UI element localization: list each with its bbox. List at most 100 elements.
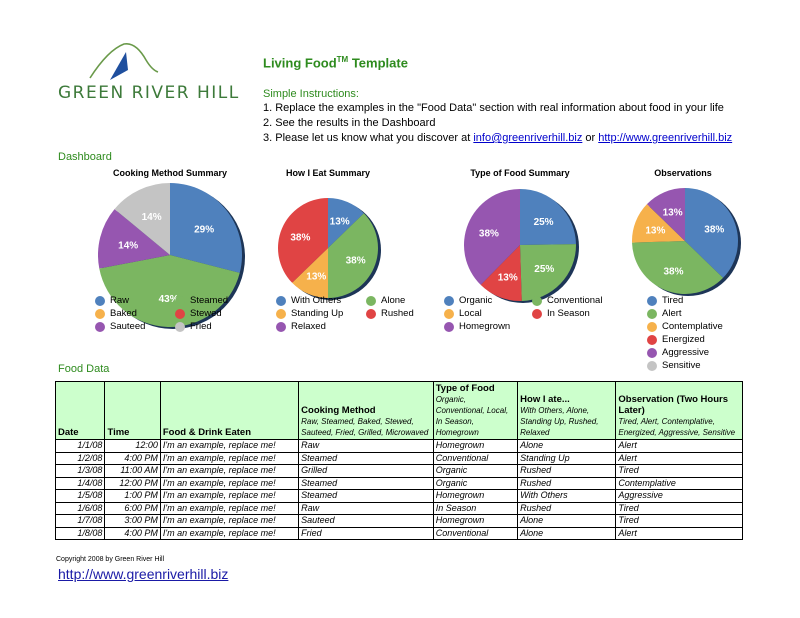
legend-label: Rushed	[381, 308, 414, 319]
slice-label: 43%	[159, 294, 179, 305]
table-cell[interactable]: I'm an example, replace me!	[159, 439, 300, 453]
logo-text: GREEN RIVER HILL	[58, 83, 240, 103]
table-cell[interactable]: Steamed	[298, 476, 434, 490]
table-cell[interactable]: Rushed	[517, 476, 617, 490]
table-cell[interactable]: I'm an example, replace me!	[159, 451, 300, 465]
legend-marker	[95, 295, 105, 306]
pie-slice-standing-up	[292, 248, 328, 298]
table-cell[interactable]: 1/6/08	[54, 501, 106, 515]
table-cell[interactable]: Alert	[615, 451, 743, 465]
table-cell[interactable]: Alert	[615, 439, 743, 453]
legend-marker	[647, 308, 657, 319]
slice-label: 38%	[664, 267, 684, 278]
slice-label: 29%	[194, 225, 214, 236]
table-cell[interactable]: 1:00 PM	[104, 489, 161, 503]
slice-label: 38%	[704, 225, 724, 236]
table-cell[interactable]: Tired	[615, 501, 743, 515]
legend-marker	[647, 360, 657, 371]
legend-item: Alone	[366, 295, 405, 306]
table-cell[interactable]: 1/1/08	[54, 439, 106, 453]
table-cell[interactable]: Raw	[298, 439, 434, 453]
table-cell[interactable]: With Others	[517, 489, 617, 503]
table-cell[interactable]: 1/2/08	[54, 451, 106, 465]
column-header: Observation (Two Hours Later) Tired, Aler…	[615, 381, 743, 440]
table-cell[interactable]: 1/4/08	[54, 476, 106, 490]
pie-slice-steamed	[99, 255, 240, 328]
table-cell[interactable]: In Season	[432, 501, 519, 515]
table-cell[interactable]: Aggressive	[615, 489, 743, 503]
table-cell[interactable]: Standing Up	[517, 451, 617, 465]
table-cell[interactable]: 1/5/08	[54, 489, 106, 503]
table-cell[interactable]: Organic	[432, 464, 519, 478]
legend-label: Conventional	[547, 295, 603, 306]
table-cell[interactable]: Homegrown	[432, 514, 519, 528]
table-cell[interactable]: I'm an example, replace me!	[159, 501, 300, 515]
table-row: 1/7/08 3:00 PM I'm an example, replace me!…	[54, 514, 743, 528]
table-cell[interactable]: I'm an example, replace me!	[159, 514, 300, 528]
legend-label: With Others	[291, 295, 342, 306]
legend-marker	[276, 321, 286, 332]
table-cell[interactable]: 12:00 PM	[104, 476, 161, 490]
table-cell[interactable]: Conventional	[432, 451, 519, 465]
slice-label: 38%	[346, 256, 366, 267]
table-cell[interactable]: Raw	[298, 501, 434, 515]
table-cell[interactable]: Tired	[615, 514, 743, 528]
table-cell[interactable]: I'm an example, replace me!	[159, 526, 300, 540]
table-cell[interactable]: I'm an example, replace me!	[159, 464, 300, 478]
website-link[interactable]: http://www.greenriverhill.biz	[598, 132, 733, 144]
table-cell[interactable]: Fried	[298, 526, 434, 540]
table-cell[interactable]: 6:00 PM	[104, 501, 161, 515]
table-cell[interactable]: 12:00	[104, 439, 161, 453]
table-cell[interactable]: Rushed	[517, 464, 617, 478]
table-cell[interactable]: Tired	[615, 464, 743, 478]
table-cell[interactable]: 3:00 PM	[104, 514, 161, 528]
legend-marker	[175, 321, 185, 332]
legend-item: Baked	[95, 308, 137, 319]
table-cell[interactable]: Steamed	[298, 489, 434, 503]
table-cell[interactable]: I'm an example, replace me!	[159, 489, 300, 503]
table-cell[interactable]: Alone	[517, 526, 617, 540]
table-cell[interactable]: Contemplative	[615, 476, 743, 490]
legend-label: Local	[459, 308, 482, 319]
legend-label: Sensitive	[662, 360, 701, 371]
table-cell[interactable]: Alone	[517, 514, 617, 528]
instructions-heading: Simple Instructions:	[263, 88, 359, 100]
table-cell[interactable]: Alert	[615, 526, 743, 540]
table-cell[interactable]: Organic	[432, 476, 519, 490]
pie-chart: 29% 43% 14% 14%	[98, 183, 245, 329]
table-cell[interactable]: Alone	[517, 439, 617, 453]
column-header: Type of Food Organic, Conventional, Local…	[432, 381, 519, 440]
footer-website-link[interactable]: http://www.greenriverhill.biz	[58, 566, 229, 582]
legend-label: Baked	[110, 308, 137, 319]
legend-item: Steamed	[175, 295, 228, 306]
table-cell[interactable]: Rushed	[517, 501, 617, 515]
legend-marker	[532, 308, 542, 319]
legend-item: Sauteed	[95, 321, 145, 332]
pie-slice-fried	[114, 183, 170, 255]
copyright: Copyright 2008 by Green River Hill	[56, 556, 165, 563]
table-cell[interactable]: 4:00 PM	[104, 451, 161, 465]
table-cell[interactable]: 1/8/08	[54, 526, 106, 540]
legend-label: Alert	[662, 308, 682, 319]
email-link[interactable]: info@greenriverhill.biz	[473, 132, 583, 144]
table-cell[interactable]: 1/7/08	[54, 514, 106, 528]
pie-slice-aggressive	[646, 188, 685, 241]
pie-slice-contemplative	[632, 204, 685, 243]
table-cell[interactable]: 1/3/08	[54, 464, 106, 478]
slice-label: 25%	[534, 264, 554, 275]
table-cell[interactable]: 11:00 AM	[104, 464, 161, 478]
pie-slice-raw	[170, 183, 242, 273]
table-cell[interactable]: Steamed	[298, 451, 434, 465]
table-cell[interactable]: Conventional	[432, 526, 519, 540]
food-data-label: Food Data	[58, 363, 110, 375]
table-cell[interactable]: 4:00 PM	[104, 526, 161, 540]
logo-mark	[88, 40, 163, 87]
table-cell[interactable]: Grilled	[298, 464, 434, 478]
table-cell[interactable]: I'm an example, replace me!	[159, 476, 300, 490]
legend-item: Relaxed	[276, 321, 326, 332]
table-cell[interactable]: Homegrown	[432, 439, 519, 453]
table-cell[interactable]: Homegrown	[432, 489, 519, 503]
table-cell[interactable]: Sauteed	[298, 514, 434, 528]
legend-marker	[647, 347, 657, 358]
table-row: 1/1/08 12:00 I'm an example, replace me! Ra…	[54, 439, 743, 453]
